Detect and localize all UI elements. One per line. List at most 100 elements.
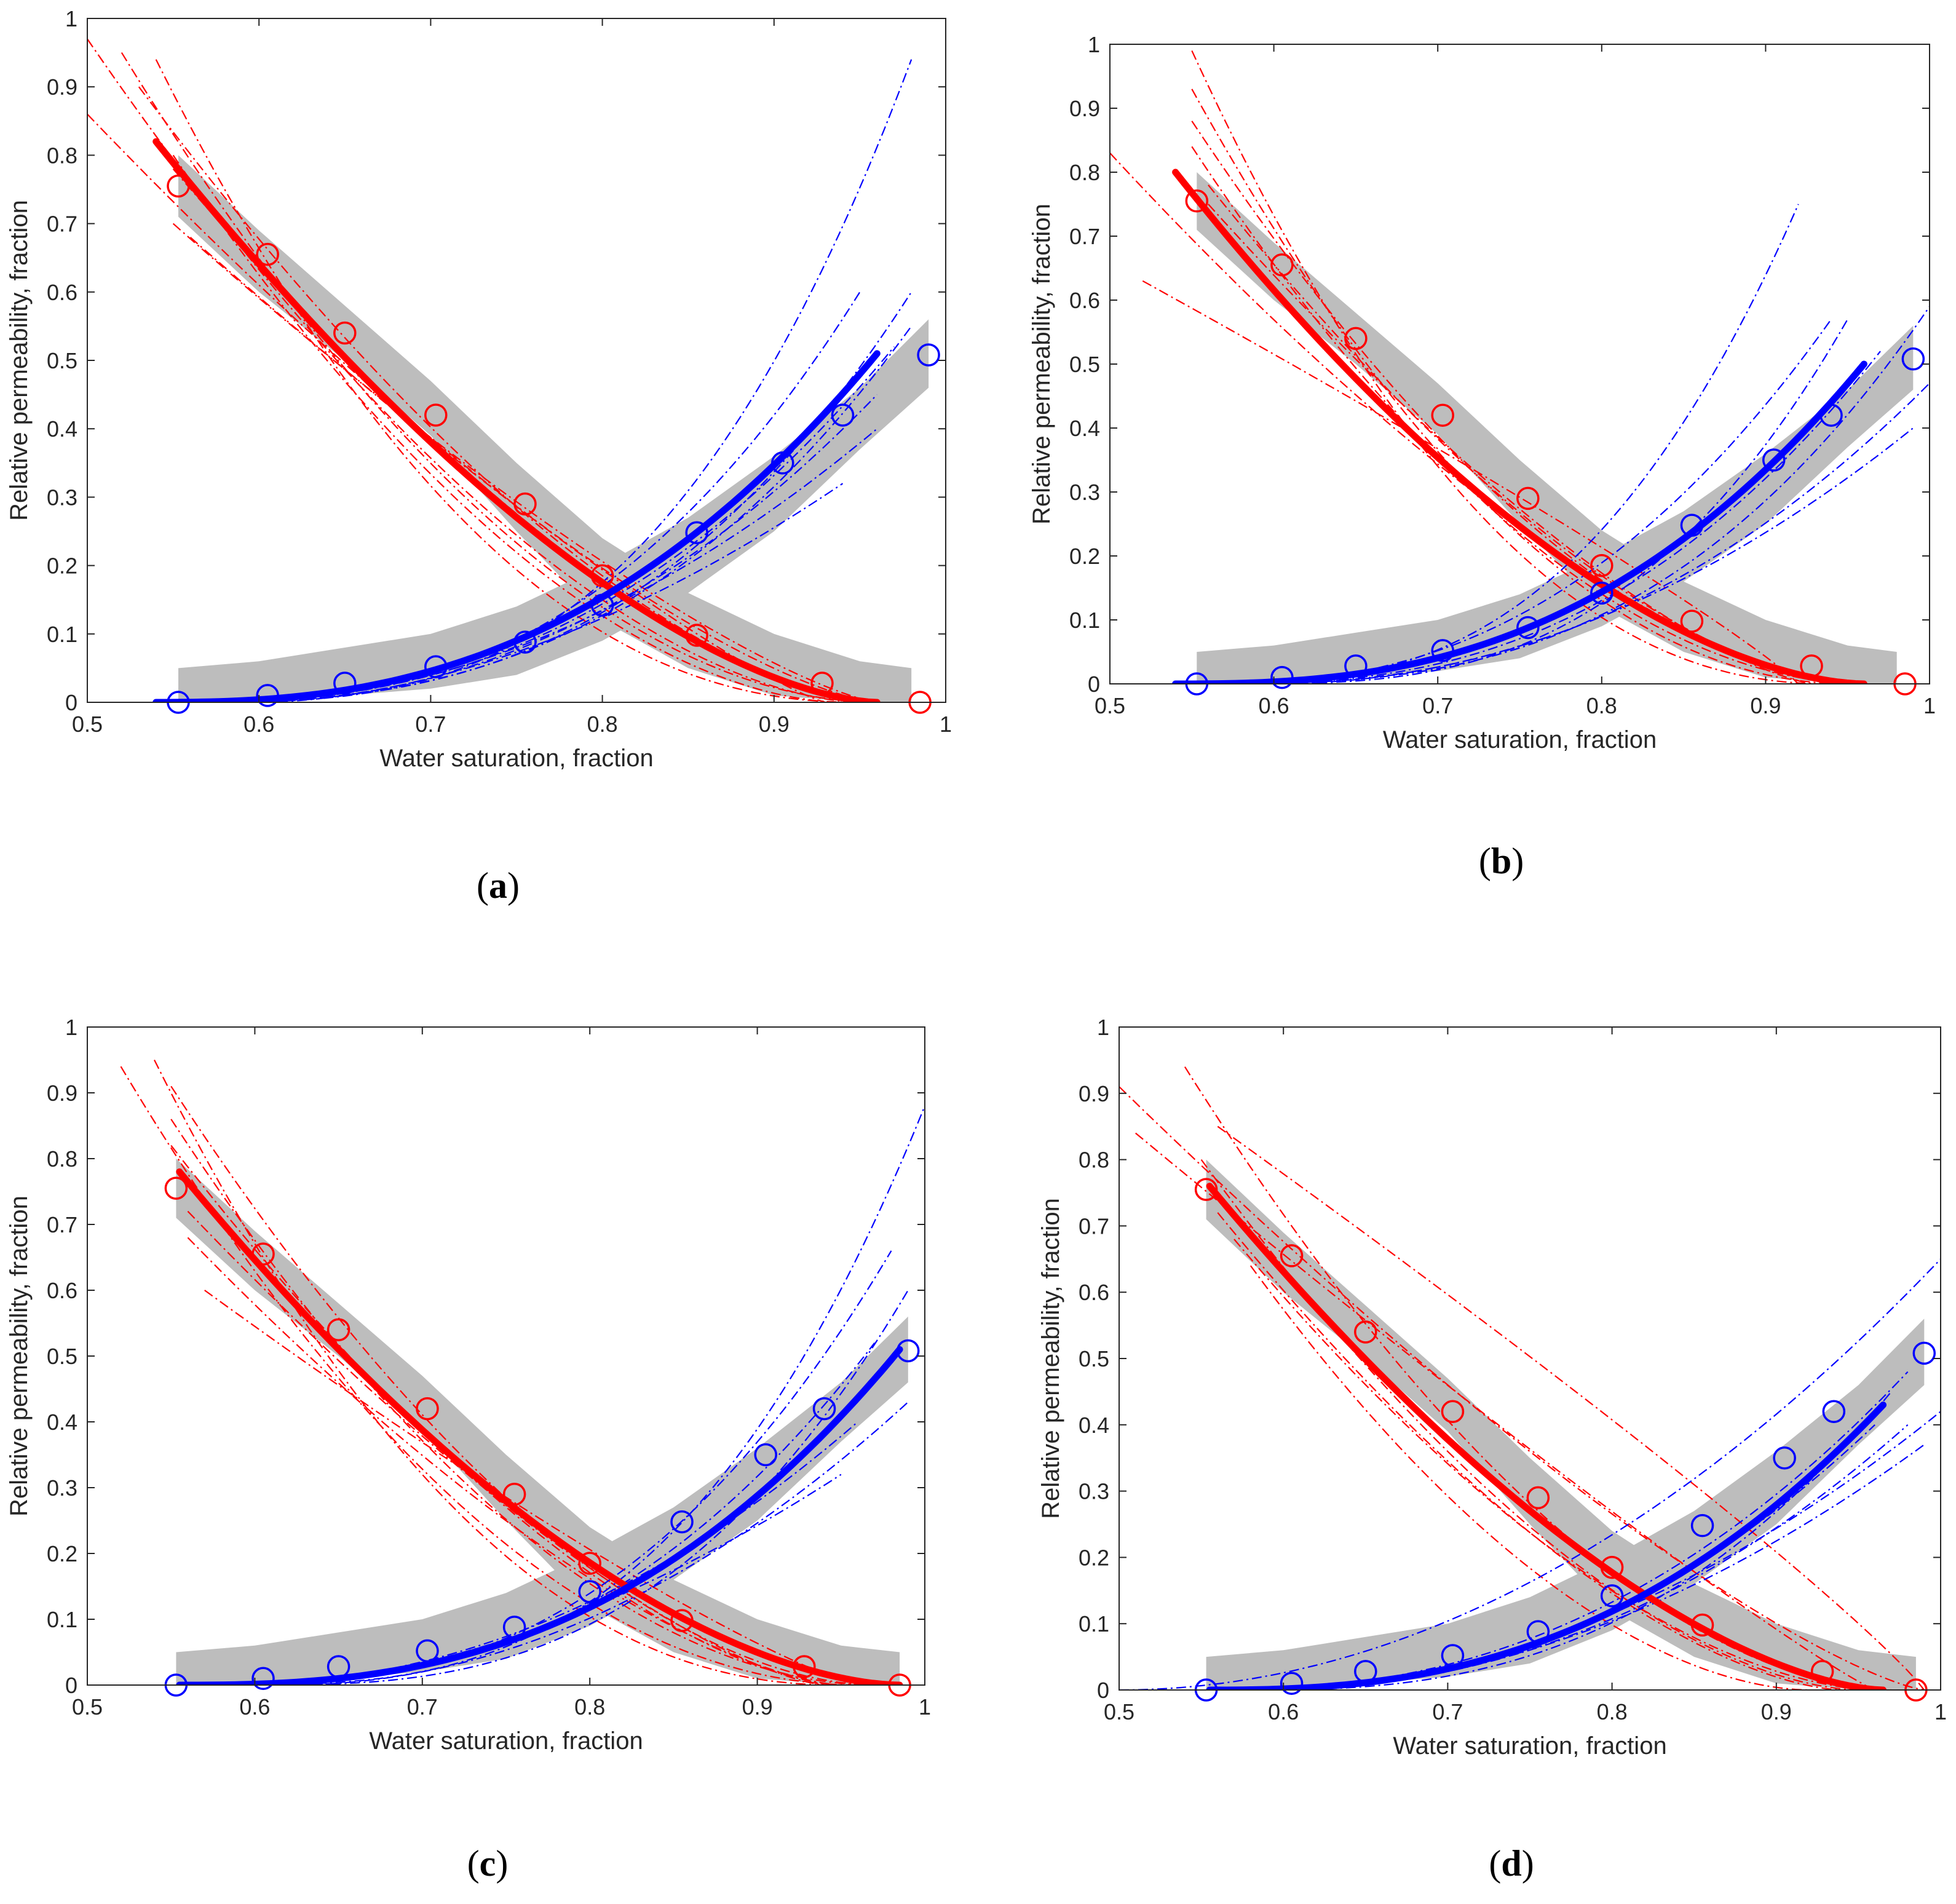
y-axis-label: Relative permeability, fraction [6, 200, 33, 521]
panel-label: (a) [477, 865, 520, 906]
x-tick-label: 0.5 [72, 712, 103, 737]
x-tick-label: 0.9 [742, 1694, 773, 1720]
y-tick-label: 0 [65, 1673, 77, 1698]
x-axis-label: Water saturation, fraction [369, 1727, 643, 1755]
kro-realization-4 [155, 59, 860, 702]
krw-data-point [670, 1510, 694, 1534]
observation-markers [1185, 189, 1925, 696]
krw-mean-curve [176, 1346, 903, 1685]
x-axis-label: Water saturation, fraction [379, 745, 653, 772]
panel-label-letter: c [480, 1843, 496, 1884]
y-tick-label: 0.8 [1069, 160, 1100, 185]
y-tick-label: 0.7 [1079, 1213, 1109, 1239]
x-axis-label: Water saturation, fraction [1393, 1732, 1666, 1759]
kro-mean-curve [1172, 169, 1867, 684]
krw-data-point [1680, 514, 1704, 537]
kro-data-point [333, 321, 357, 345]
krw-data-point [1590, 581, 1614, 605]
krw-data-point [1690, 1513, 1714, 1537]
plot-layer [120, 1060, 925, 1685]
kro-data-point [578, 1552, 601, 1575]
krw-data-point [1819, 403, 1843, 427]
x-tick-label: 0.8 [587, 712, 618, 737]
x-tick-label: 0.9 [1750, 693, 1781, 718]
y-tick-label: 0.1 [1069, 608, 1100, 633]
kro-realization-2 [1135, 1132, 1875, 1690]
y-tick-label: 0.3 [1069, 480, 1100, 505]
krw-data-point [513, 630, 537, 654]
panel-label: (b) [1479, 841, 1524, 881]
plot-area [87, 18, 946, 702]
kro-data-point [590, 564, 614, 588]
y-tick-label: 0.4 [1079, 1413, 1109, 1438]
x-tick-label: 0.7 [1432, 1699, 1463, 1724]
kro-data-point [1354, 1320, 1377, 1344]
kro-data-point [424, 403, 448, 427]
y-tick-label: 0.4 [47, 1410, 77, 1435]
x-tick-label: 1 [940, 712, 952, 737]
krw-data-point [754, 1443, 777, 1467]
y-tick-label: 0.1 [47, 1607, 77, 1632]
kro-realization-5 [172, 154, 843, 702]
kro-data-point [1600, 1555, 1624, 1579]
x-tick-label: 0.7 [1422, 693, 1453, 718]
y-axis-label: Relative permeability, fraction [1037, 1198, 1064, 1519]
y-tick-label: 0.1 [1079, 1611, 1109, 1636]
krw-data-point [1280, 1672, 1304, 1695]
panel-label-open: ( [467, 1843, 480, 1884]
panel-c: 0.5 0.6 0.7 0.8 0.9 100.10.20.30.40.50.60.70.… [6, 1015, 931, 1884]
y-tick-label: 0.1 [47, 622, 77, 647]
krw-realization-5 [1273, 427, 1914, 684]
krw-realization-3 [1241, 319, 1848, 684]
kro-data-point [1800, 654, 1823, 678]
y-tick-label: 0.2 [47, 553, 77, 579]
y-axis: 0 0.1 0.2 0.3 0.4 0.5 0.6 0.7 0.8 0.9 1 [47, 6, 946, 715]
y-tick-label: 0.6 [47, 1278, 77, 1303]
krw-realization-1 [1119, 1258, 1941, 1690]
krw-realization-6 [1250, 1391, 1892, 1690]
y-tick-label: 0.6 [1079, 1280, 1109, 1305]
x-axis-label: Water saturation, fraction [1383, 726, 1657, 753]
kro-realization-8 [1191, 146, 1864, 684]
krw-data-point [251, 1667, 275, 1691]
kro-mean-curve [1206, 1183, 1887, 1690]
y-tick-label: 0.7 [1069, 224, 1100, 249]
krw-data-point [1912, 1341, 1936, 1365]
krw-data-point [502, 1616, 526, 1639]
plot-layer [1110, 50, 1930, 684]
kro-realization-4 [1191, 89, 1848, 684]
panel-label-open: ( [1489, 1843, 1501, 1884]
y-tick-label: 0.3 [47, 485, 77, 510]
x-tick-label: 0.9 [759, 712, 790, 737]
kro-realization-1 [87, 113, 877, 702]
kro-realization-6 [172, 223, 877, 702]
krw-data-point [685, 521, 708, 544]
x-tick-label: 0.8 [1597, 1699, 1628, 1724]
panel-label-letter: d [1501, 1843, 1521, 1884]
y-axis-label: Relative permeability, fraction [6, 1196, 33, 1517]
krw-data-point [333, 672, 357, 695]
y-axis-label: Relative permeability, fraction [1028, 204, 1055, 525]
y-tick-label: 0.8 [47, 1146, 77, 1172]
kro-realization-8 [1217, 1125, 1925, 1690]
plot-layer [87, 38, 929, 702]
krw-realization-2 [221, 1250, 892, 1685]
y-tick-label: 0.5 [1079, 1346, 1109, 1371]
krw-realization-3 [255, 1290, 909, 1685]
kro-data-point [256, 242, 279, 266]
kro-data-point [1516, 486, 1540, 510]
krw-data-point [1526, 1620, 1550, 1643]
kro-data-point [670, 1609, 694, 1632]
y-tick-label: 0.8 [47, 143, 77, 168]
panel-label-close: ) [507, 865, 520, 906]
x-tick-label: 0.6 [244, 712, 274, 737]
y-tick-label: 0.9 [47, 1081, 77, 1106]
y-tick-label: 0.4 [47, 416, 77, 442]
y-tick-label: 0.9 [47, 74, 77, 100]
kro-data-point [1280, 1244, 1304, 1267]
kro-data-point [1270, 253, 1294, 277]
krw-realization-4 [1208, 306, 1930, 684]
panel-label-close: ) [1522, 1843, 1534, 1884]
krw-data-point [1270, 665, 1294, 689]
